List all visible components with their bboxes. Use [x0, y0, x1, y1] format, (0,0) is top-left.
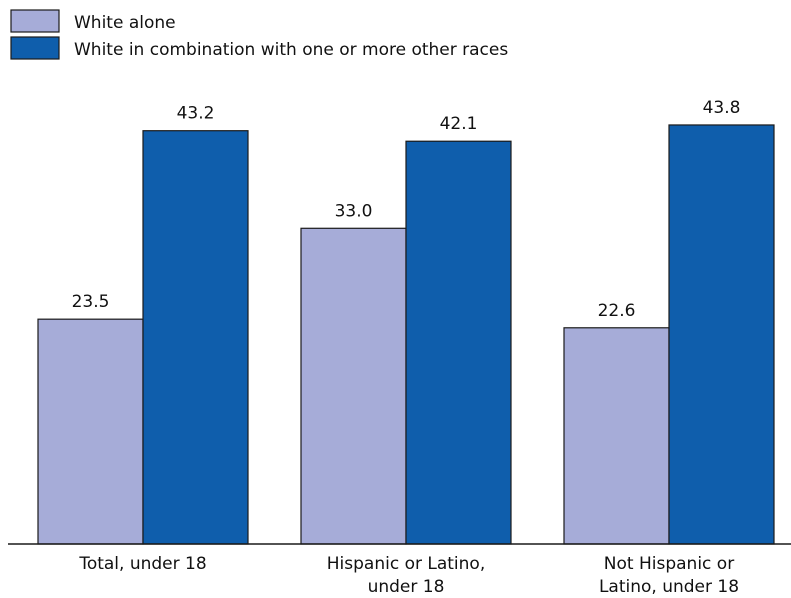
data-label-white-in-combination-with-one-or-more-other-races-1: 42.1: [440, 114, 478, 134]
category-label-2-line-1: Latino, under 18: [599, 577, 739, 597]
bar-white-in-combination-with-one-or-more-other-races-0: [142, 130, 249, 545]
category-labels-group: Total, under 18 Hispanic or Latino, under …: [78, 554, 739, 597]
bar-white-in-combination-with-one-or-more-other-races-1: [405, 140, 512, 545]
category-label-2-line-0: Not Hispanic or: [604, 554, 734, 574]
bar-white-in-combination-with-one-or-more-other-races-2: [668, 124, 775, 545]
category-label-1-line-1: under 18: [368, 577, 445, 597]
data-label-white-alone-1: 33.0: [335, 201, 373, 221]
category-label-1-line-0: Hispanic or Latino,: [327, 554, 485, 574]
bar-white-alone-1: [300, 227, 407, 545]
bars-group: [37, 124, 775, 545]
category-label-0-line-0: Total, under 18: [78, 554, 206, 574]
bar-white-alone-0: [37, 318, 144, 545]
legend-label-white-alone: White alone: [74, 13, 176, 33]
bar-white-alone-2: [563, 327, 670, 545]
data-label-white-in-combination-with-one-or-more-other-races-2: 43.8: [703, 98, 741, 118]
legend-swatch-white-in-combination: [10, 36, 60, 60]
legend: White alone White in combination with on…: [10, 9, 508, 60]
value-labels-group: 23.5 43.2 33.0 42.1 22.6 43.8: [72, 98, 741, 321]
data-label-white-alone-2: 22.6: [598, 301, 636, 321]
data-label-white-in-combination-with-one-or-more-other-races-0: 43.2: [177, 104, 215, 124]
data-label-white-alone-0: 23.5: [72, 292, 110, 312]
legend-swatch-white-alone: [10, 9, 60, 33]
legend-label-white-in-combination: White in combination with one or more ot…: [74, 40, 508, 60]
